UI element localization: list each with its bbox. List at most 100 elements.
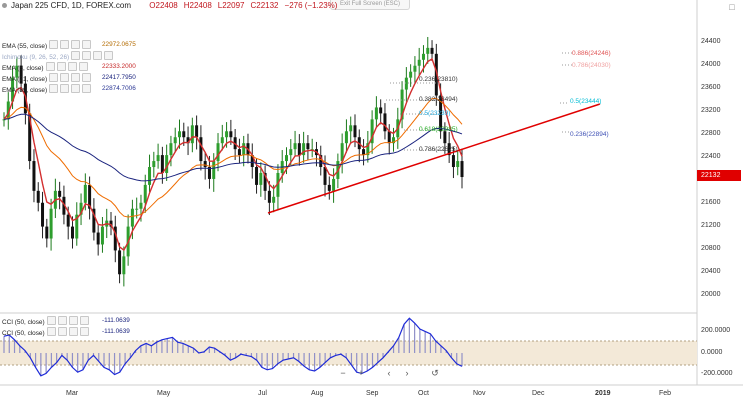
zoom-in-button[interactable]: + xyxy=(358,368,364,378)
zoom-out-button[interactable]: − xyxy=(340,368,346,378)
price-tick: 24400 xyxy=(701,38,721,45)
candle-body xyxy=(229,131,233,138)
candle-body xyxy=(220,137,224,144)
close-icon[interactable] xyxy=(67,62,77,71)
fib-label: 0.786(22625) xyxy=(419,146,458,153)
time-label: May xyxy=(157,390,171,397)
candle-body xyxy=(340,143,344,162)
indicator-row[interactable]: EMA (21, close) 22417.7950 xyxy=(2,73,136,83)
fib-label: 0.618(22985) xyxy=(419,126,458,133)
settings-icon[interactable] xyxy=(60,73,70,82)
candle-body xyxy=(456,161,460,168)
cci-indicator-row[interactable]: CCI (50, close) -111.0639 xyxy=(2,316,130,326)
candle-body xyxy=(160,155,164,173)
fib-label: 0.5(23444) xyxy=(570,98,602,105)
price-tick: 21200 xyxy=(701,222,721,229)
candle-body xyxy=(49,208,53,239)
scroll-right-button[interactable]: › xyxy=(405,368,409,378)
eye-icon[interactable] xyxy=(49,84,59,93)
exit-fullscreen-button[interactable]: Exit Full Screen (ESC) xyxy=(330,0,410,10)
settings-icon[interactable] xyxy=(57,316,67,325)
settings-icon[interactable] xyxy=(56,62,66,71)
grid xyxy=(0,0,743,386)
settings-icon[interactable] xyxy=(57,327,67,336)
ema-line xyxy=(3,57,463,252)
maximize-icon[interactable]: □ xyxy=(729,2,735,12)
ohlc-low: L22097 xyxy=(217,1,245,10)
candle-body xyxy=(366,143,370,156)
candle-body xyxy=(83,184,87,203)
time-label: Jul xyxy=(258,390,267,397)
settings-icon[interactable] xyxy=(60,40,70,49)
candle-body xyxy=(216,143,220,162)
candle-body xyxy=(130,208,134,227)
indicator-row[interactable]: EMA (5, close) 22333.2000 xyxy=(2,62,136,72)
cci-line xyxy=(3,317,463,377)
price-axis[interactable]: 24400 24000 23600 23200 22800 22400 2200… xyxy=(697,0,743,313)
close-icon[interactable] xyxy=(71,84,81,93)
candle-body xyxy=(88,184,92,209)
candle-body xyxy=(447,143,451,156)
indicator-value: 22417.7950 xyxy=(102,74,136,81)
candle-body xyxy=(259,172,263,185)
ema-line xyxy=(3,97,463,218)
scroll-left-button[interactable]: ‹ xyxy=(387,368,391,378)
eye-icon[interactable] xyxy=(71,51,81,60)
ema-line xyxy=(3,113,463,182)
reset-icon[interactable]: ↺ xyxy=(431,368,439,378)
candle-body xyxy=(344,131,348,144)
time-label: Aug xyxy=(311,390,324,397)
indicator-value: 22874.7006 xyxy=(102,85,136,92)
more-icon[interactable] xyxy=(82,40,92,49)
candle-body xyxy=(2,119,6,121)
candle-body xyxy=(443,131,447,144)
settings-icon[interactable] xyxy=(60,84,70,93)
candle-body xyxy=(62,196,66,215)
time-axis[interactable]: Mar May Jul Aug Sep Oct Nov Dec 2019 Feb xyxy=(0,385,697,404)
more-icon[interactable] xyxy=(78,62,88,71)
candle-body xyxy=(383,113,387,132)
indicator-row[interactable]: EMA (89, close) 22874.7006 xyxy=(2,84,136,94)
close-icon[interactable] xyxy=(68,327,78,336)
close-icon[interactable] xyxy=(68,316,78,325)
more-icon[interactable] xyxy=(79,327,89,336)
candle-body xyxy=(413,65,417,72)
cci-histogram xyxy=(3,317,463,377)
close-icon[interactable] xyxy=(71,40,81,49)
close-icon[interactable] xyxy=(93,51,103,60)
indicator-row[interactable]: Ichimoku (9, 26, 52, 26) xyxy=(2,51,114,61)
candle-body xyxy=(195,125,199,138)
candle-body xyxy=(297,143,301,156)
eye-icon[interactable] xyxy=(46,327,56,336)
cci-indicator-row[interactable]: CCI (50, close) -111.0639 xyxy=(2,327,130,337)
candle-body xyxy=(169,143,173,156)
candle-body xyxy=(421,53,425,60)
price-tick: 21600 xyxy=(701,199,721,206)
eye-icon[interactable] xyxy=(49,40,59,49)
candle-body xyxy=(122,256,126,275)
eye-icon[interactable] xyxy=(46,316,56,325)
more-icon[interactable] xyxy=(82,73,92,82)
time-label: Feb xyxy=(659,390,672,397)
close-icon[interactable] xyxy=(71,73,81,82)
candle-body xyxy=(430,47,434,54)
candle-body xyxy=(148,167,152,185)
time-label: Sep xyxy=(366,390,379,397)
eye-icon[interactable] xyxy=(45,62,55,71)
candle-body xyxy=(190,125,194,144)
eye-icon[interactable] xyxy=(49,73,59,82)
indicator-label: EMA (5, close) xyxy=(2,65,44,72)
candle-body xyxy=(177,131,181,138)
fib-lines xyxy=(386,52,572,151)
indicator-label: EMA (55, close) xyxy=(2,43,48,50)
more-icon[interactable] xyxy=(82,84,92,93)
price-tick: 20000 xyxy=(701,291,721,298)
candle-body xyxy=(70,226,74,239)
indicator-row[interactable]: EMA (55, close) 22972.0675 xyxy=(2,40,136,50)
more-icon[interactable] xyxy=(79,316,89,325)
settings-icon[interactable] xyxy=(82,51,92,60)
ohlc-change: −276 (−1.23%) xyxy=(284,1,338,10)
candle-body xyxy=(250,155,254,168)
more-icon[interactable] xyxy=(104,51,114,60)
